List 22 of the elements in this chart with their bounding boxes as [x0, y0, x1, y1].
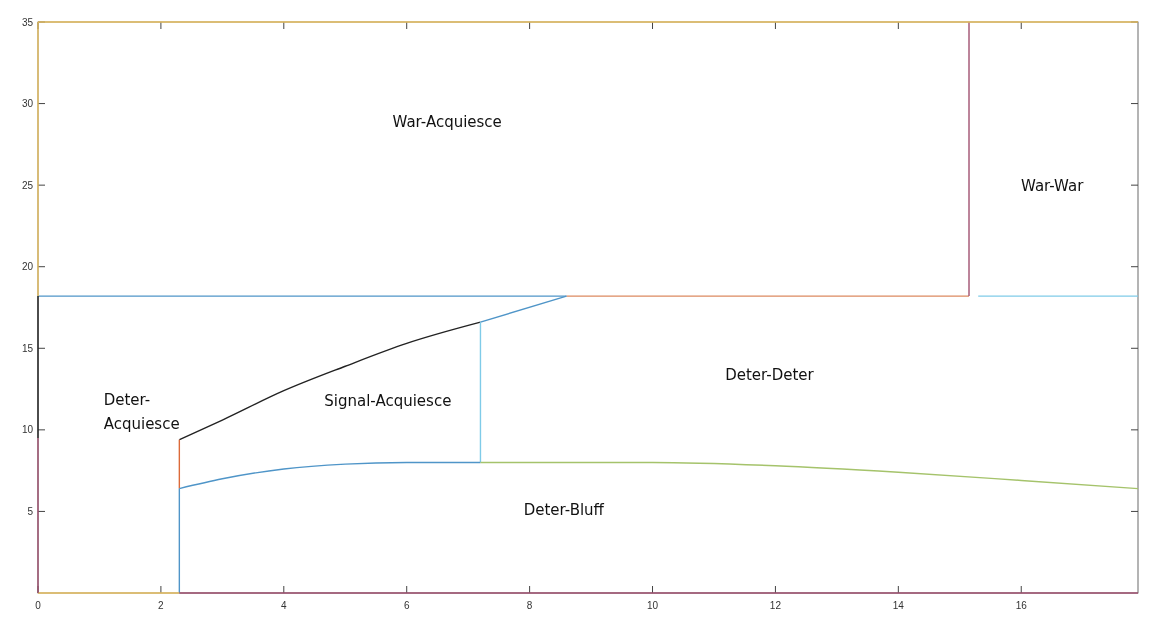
- annotation: War-Acquiesce: [392, 112, 502, 131]
- y-tick-label: 15: [21, 342, 34, 354]
- x-tick-label: 2: [158, 600, 165, 611]
- x-tick-label: 8: [526, 600, 533, 611]
- annotation: Signal-Acquiesce: [324, 391, 452, 410]
- y-tick-label: 20: [21, 261, 34, 273]
- x-tick-label: 4: [281, 600, 288, 611]
- annotation: Deter-Deter: [725, 365, 815, 384]
- y-tick-label: 5: [27, 505, 34, 517]
- x-tick-label: 10: [646, 600, 659, 611]
- y-tick-label: 25: [21, 179, 34, 191]
- annotation: Deter-Bluff: [523, 500, 605, 519]
- x-tick-label: 6: [403, 600, 410, 611]
- x-tick-label: 14: [892, 600, 905, 611]
- x-tick-label: 0: [35, 600, 42, 611]
- y-tick-label: 35: [21, 16, 34, 28]
- annotation: Deter- Acquiesce: [103, 390, 180, 433]
- annotation: War-War: [1021, 176, 1085, 195]
- y-tick-label: 10: [21, 424, 34, 436]
- x-tick-label: 16: [1015, 600, 1028, 611]
- x-tick-label: 12: [769, 600, 782, 611]
- y-tick-label: 30: [21, 98, 34, 110]
